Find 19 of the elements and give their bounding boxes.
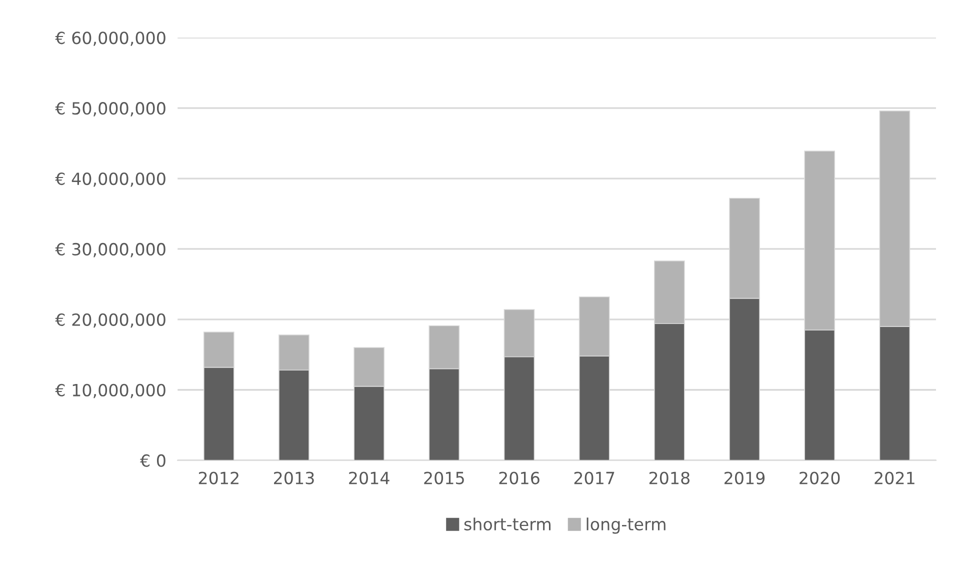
y-tick-label: € 40,000,000 — [55, 172, 166, 187]
x-tick-label: 2016 — [499, 472, 540, 484]
legend-label: short-term — [464, 518, 550, 530]
y-tick-label: € 10,000,000 — [55, 384, 166, 398]
y-tick-label: € 60,000,000 — [55, 32, 166, 46]
x-tick-label: 2017 — [574, 472, 614, 484]
x-tick-label: 2012 — [198, 472, 238, 484]
x-tick-label: 2019 — [724, 472, 765, 484]
x-tick-label: 2015 — [424, 472, 464, 484]
x-tick-label: 2021 — [874, 472, 914, 484]
x-tick-label: 2020 — [800, 472, 840, 484]
x-tick-label: 2018 — [649, 472, 690, 484]
y-tick-label: € 0 — [140, 454, 166, 467]
y-tick-label: € 50,000,000 — [55, 102, 166, 116]
x-tick-label: 2013 — [274, 472, 314, 484]
y-tick-label: € 20,000,000 — [55, 313, 166, 328]
y-tick-label: € 30,000,000 — [55, 242, 166, 258]
legend-label: long-term — [586, 518, 666, 534]
x-tick-label: 2014 — [349, 472, 390, 484]
